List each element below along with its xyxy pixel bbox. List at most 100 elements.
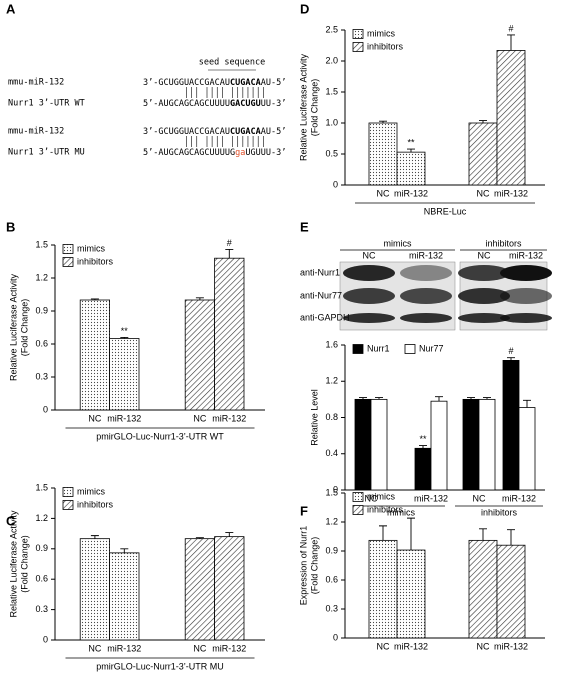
y-tick-label: 0.9 <box>35 305 48 315</box>
x-tick-label: NC <box>477 188 490 198</box>
blot-band <box>400 288 452 304</box>
sequence-part: AU-5’ <box>261 127 287 137</box>
sequence-part: CUGACA <box>230 127 261 137</box>
blot-band <box>343 265 395 281</box>
sequence-part: UU-3’ <box>261 99 287 109</box>
error-bar <box>419 445 427 449</box>
sequence: 3’-GCUGGUACCGACAUCUGACAAU-5’ <box>143 78 286 88</box>
y-tick-label: 0 <box>333 484 338 494</box>
bar <box>414 447 432 491</box>
bar <box>478 398 496 491</box>
y-tick-label: 2.0 <box>325 55 338 65</box>
y-tick-label: 0.3 <box>35 371 48 381</box>
x-axis-label: pmirGLO-Luc-Nurr1-3’-UTR WT <box>96 431 224 441</box>
x-axis-label: pmirGLO-Luc-Nurr1-3’-UTR MU <box>96 661 224 671</box>
chart: D Relative Luciferase Activity (Fold Chang… <box>298 1 545 216</box>
bar <box>79 538 110 641</box>
legend-swatch <box>352 344 364 354</box>
error-bar <box>90 535 99 539</box>
y-tick-label: 0.9 <box>35 543 48 553</box>
error-bar <box>379 525 387 541</box>
y-axis-label: (Fold Change) <box>309 537 319 595</box>
error-bar <box>467 397 475 400</box>
legend-label: mimics <box>367 28 395 38</box>
bar <box>214 536 245 641</box>
sequence-part: ga <box>235 148 245 158</box>
panel-letter: F <box>300 503 308 518</box>
y-tick-label: 0.8 <box>325 412 338 422</box>
x-tick-label: miR-132 <box>107 413 141 423</box>
error-bar <box>120 336 129 339</box>
legend-label: inhibitors <box>367 504 404 514</box>
error-bar <box>195 297 204 300</box>
sequence-part: AU-5’ <box>261 78 287 88</box>
y-tick-label: 1.5 <box>35 482 48 492</box>
y-axis-label: Relative Luciferase Activity <box>8 510 18 618</box>
y-tick-label: 1.2 <box>35 513 48 523</box>
chart: F Expression of Nurr1 (Fold Change) 0 0.3 0.6… <box>298 487 545 651</box>
chart: B Relative Luciferase Activity (Fold Chang… <box>6 219 265 441</box>
sequence-part: CUGACA <box>230 78 261 88</box>
error-bar <box>479 120 487 123</box>
legend-label: mimics <box>77 486 105 496</box>
y-tick-label: 0.9 <box>325 545 338 555</box>
bar <box>214 257 245 411</box>
legend-label: Nur77 <box>419 343 444 353</box>
y-tick-label: 0.3 <box>35 604 48 614</box>
y-tick-label: 1.5 <box>325 86 338 96</box>
blot-band <box>343 313 395 323</box>
bar <box>502 360 520 491</box>
sequence-name: mmu-miR-132 <box>8 127 64 137</box>
sequence-name: mmu-miR-132 <box>8 78 64 88</box>
error-bar <box>225 248 234 259</box>
bar <box>354 398 372 491</box>
bar <box>496 544 526 639</box>
significance-mark: ** <box>407 137 415 147</box>
sequence-part: UGUUU-3’ <box>245 148 286 158</box>
error-bar <box>507 357 515 361</box>
blot-lane: miR-132 <box>409 250 443 260</box>
x-axis-label: NBRE-Luc <box>424 206 467 216</box>
y-tick-label: 0 <box>333 632 338 642</box>
error-bar <box>407 148 415 153</box>
y-tick-label: 0.5 <box>325 148 338 158</box>
error-bar <box>375 397 383 400</box>
y-tick-label: 1.2 <box>35 272 48 282</box>
bar <box>109 552 140 641</box>
bar <box>368 539 398 639</box>
y-tick-label: 0.6 <box>325 574 338 584</box>
legend-swatch <box>62 500 74 510</box>
y-tick-label: 2.5 <box>325 24 338 34</box>
x-tick-label: NC <box>193 643 206 653</box>
x-tick-label: NC <box>377 641 390 651</box>
error-bar <box>195 537 204 539</box>
y-axis-label: Relative Level <box>309 389 319 446</box>
y-axis-label: (Fold Change) <box>19 299 29 357</box>
x-tick-label: NC <box>365 493 378 503</box>
legend-label: mimics <box>367 491 395 501</box>
sequence-name: Nurr1 3’-UTR WT <box>8 99 85 109</box>
blot-band <box>500 313 552 323</box>
bar <box>79 299 110 411</box>
blot-lane: NC <box>478 250 491 260</box>
bar <box>496 50 526 186</box>
group-label: mimics <box>387 507 415 517</box>
error-bar <box>407 517 415 551</box>
y-tick-label: 1.5 <box>35 239 48 249</box>
y-tick-label: 0.6 <box>35 574 48 584</box>
significance-mark: ** <box>121 326 129 336</box>
bar <box>109 338 140 411</box>
blot-row: anti-Nur77 <box>300 290 342 300</box>
legend-swatch <box>62 257 74 267</box>
panel-letter: D <box>300 1 309 16</box>
legend-swatch <box>352 42 364 52</box>
error-bar <box>379 120 387 123</box>
y-tick-label: 1.2 <box>325 376 338 386</box>
x-tick-label: miR-132 <box>212 413 246 423</box>
blot-band <box>458 265 510 281</box>
bar <box>184 299 215 411</box>
legend-label: mimics <box>77 243 105 253</box>
legend-swatch <box>352 505 364 515</box>
x-tick-label: miR-132 <box>394 188 428 198</box>
